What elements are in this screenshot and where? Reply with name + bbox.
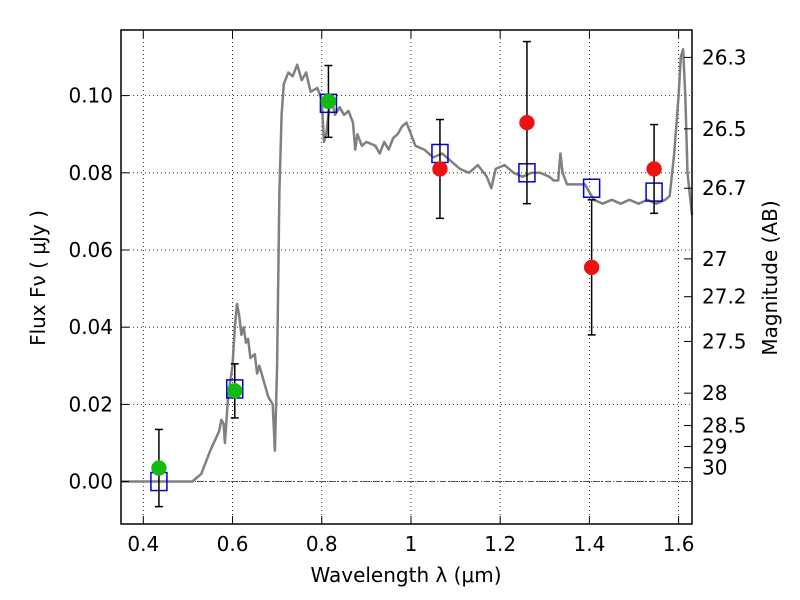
model-photometry-squares	[150, 93, 663, 492]
model-spectrum	[121, 48, 694, 483]
right-tick-label: 28	[702, 381, 727, 405]
model-spectrum-line	[121, 48, 694, 483]
x-tick-label: 0.8	[306, 532, 338, 556]
y-tick-label: 0.08	[68, 161, 113, 185]
right-tick-label: 27	[702, 247, 727, 271]
right-tick-label: 28.5	[702, 414, 747, 438]
axis-ticks: 0.4 0.6 0.8 1 1.2 1.4 1.6 0.00 0.02 0.04 0.06 0.08 0…	[68, 30, 747, 556]
right-tick-label: 30	[702, 456, 727, 480]
observed-points	[151, 93, 662, 476]
y-tick-label: 0.00	[68, 470, 113, 494]
right-tick-label: 27.2	[702, 285, 747, 309]
x-tick-label: 1.6	[663, 532, 695, 556]
red-data-point	[519, 114, 535, 131]
x-axis-label: Wavelength λ (μm)	[310, 563, 501, 587]
plot-frame	[120, 29, 693, 525]
right-axis-label: Magnitude (AB)	[758, 200, 782, 355]
right-tick-label: 26.7	[702, 176, 747, 200]
errorbars	[154, 40, 659, 508]
y-tick-label: 0.06	[68, 238, 113, 262]
grid-lines	[121, 30, 692, 524]
model-square	[582, 178, 601, 198]
red-data-point	[583, 259, 600, 276]
x-tick-label: 0.6	[217, 532, 249, 556]
x-tick-label: 1	[405, 532, 418, 556]
x-tick-label: 1.2	[484, 532, 516, 556]
green-data-point	[227, 383, 243, 399]
right-tick-label: 26.5	[702, 117, 747, 141]
x-tick-label: 1.4	[573, 532, 605, 556]
x-tick-label: 0.4	[127, 532, 159, 556]
green-data-point	[151, 460, 167, 476]
red-data-point	[646, 161, 662, 177]
right-tick-label: 26.3	[702, 45, 747, 69]
y-tick-label: 0.10	[68, 84, 113, 108]
right-tick-label: 29	[702, 434, 727, 458]
green-data-point	[320, 93, 337, 110]
y-tick-label: 0.04	[68, 315, 113, 339]
y-tick-label: 0.02	[68, 392, 113, 416]
right-tick-label: 27.5	[702, 329, 747, 353]
red-data-point	[432, 161, 448, 177]
y-axis-label: Flux Fν ( μJy )	[26, 210, 50, 346]
